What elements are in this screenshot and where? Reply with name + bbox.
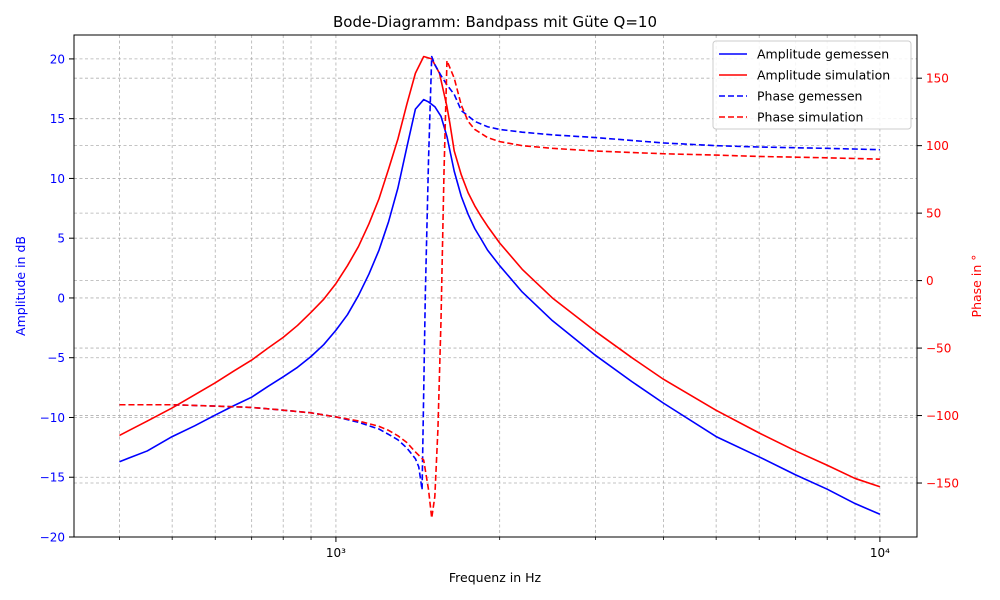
chart-title: Bode-Diagramm: Bandpass mit Güte Q=10 [333, 13, 657, 31]
legend-label-3: Phase gemessen [757, 89, 862, 104]
y-tick-label-right: 50 [926, 207, 941, 221]
y-tick-label-right: −50 [926, 342, 951, 356]
y-tick-label-left: 0 [57, 291, 65, 305]
series-line-2 [119, 55, 881, 488]
series-line-1 [119, 98, 881, 516]
y-tick-label-left: 15 [50, 112, 65, 126]
y-tick-label-left: 10 [50, 172, 65, 186]
y-tick-label-right: 0 [926, 274, 934, 288]
y-axis-label-left: Amplitude in dB [13, 236, 28, 336]
y-tick-label-left: 20 [50, 52, 65, 66]
x-tick-label: 10³ [326, 546, 346, 560]
axis-ticks: 10³ 10⁴−20−15−10−505101520−150−100−500501… [40, 52, 959, 560]
legend: Amplitude gemessen Amplitude simulation Ph… [712, 40, 912, 130]
series-line-4 [119, 59, 880, 519]
data-series [119, 55, 881, 519]
y-tick-label-right: 100 [926, 139, 949, 153]
y-tick-label-left: 5 [57, 232, 65, 246]
y-axis-label-right: Phase in ° [969, 255, 984, 318]
legend-label-1: Amplitude gemessen [757, 47, 889, 62]
y-tick-label-left: −20 [40, 531, 65, 545]
legend-box [712, 40, 912, 130]
y-tick-label-left: −5 [47, 351, 65, 365]
legend-label-2: Amplitude simulation [757, 68, 890, 83]
y-tick-label-right: −100 [926, 409, 959, 423]
x-tick-label: 10⁴ [870, 546, 890, 560]
legend-label-4: Phase simulation [757, 110, 863, 125]
plot-frame [73, 34, 918, 538]
x-axis-label: Frequenz in Hz [449, 570, 542, 585]
y-tick-label-left: −15 [40, 471, 65, 485]
y-tick-label-left: −10 [40, 411, 65, 425]
y-tick-label-right: 150 [926, 72, 949, 86]
y-tick-label-right: −150 [926, 477, 959, 491]
